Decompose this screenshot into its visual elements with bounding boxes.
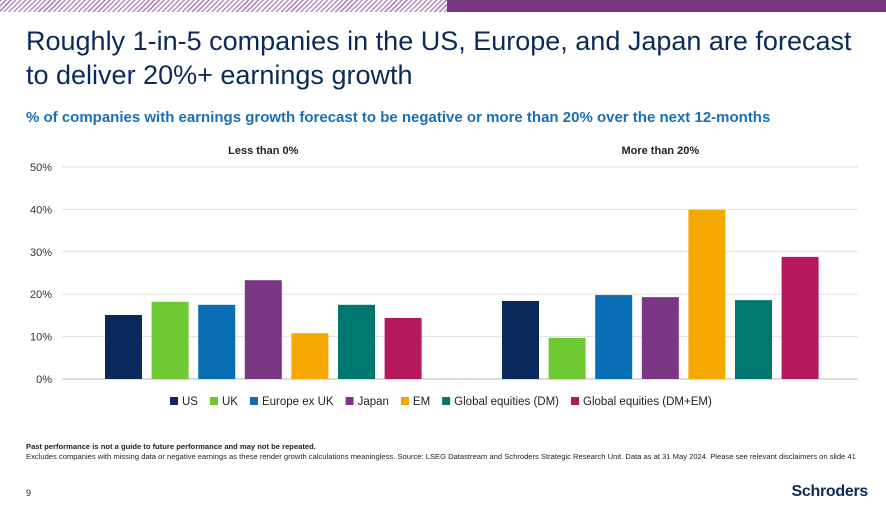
bar-japan — [244, 280, 282, 379]
bar-global-equities-dm-em- — [781, 256, 819, 379]
legend-swatch — [249, 397, 258, 405]
legend-label: Global equities (DM+EM) — [583, 396, 712, 408]
bar-us — [502, 300, 539, 379]
footer-note: Past performance is not a guide to futur… — [26, 442, 866, 462]
legend-swatch — [345, 397, 354, 405]
bar-japan — [641, 297, 679, 379]
header-purple-stripe — [447, 0, 886, 12]
bar-global-equities-dm-em- — [384, 317, 422, 379]
category-label: More than 20% — [621, 145, 699, 157]
bar-us — [105, 314, 142, 379]
y-tick-label: 0% — [36, 374, 52, 386]
y-tick-label: 20% — [30, 289, 52, 301]
source-note: Excludes companies with missing data or … — [26, 452, 856, 461]
bar-chart: 0% 10% 20% 30% 40% 50% Less than 0% More than 2… — [30, 145, 858, 408]
slide-title: Roughly 1-in-5 companies in the US, Euro… — [26, 26, 852, 90]
category-label: Less than 0% — [228, 145, 299, 157]
y-tick-label: 10% — [30, 332, 52, 344]
schroders-logo: Schroders — [791, 483, 869, 500]
disclaimer: Past performance is not a guide to futur… — [26, 442, 316, 451]
legend-label: UK — [222, 396, 238, 408]
bar-uk — [548, 337, 586, 379]
bar-em — [688, 209, 726, 379]
page-number: 9 — [26, 488, 32, 498]
bar-em — [291, 333, 329, 379]
legend-swatch — [571, 397, 579, 405]
legend-swatch — [400, 397, 409, 405]
legend-label: Japan — [358, 396, 389, 408]
bar-europe-ex-uk — [198, 304, 236, 379]
bar-global-equities-dm- — [338, 304, 375, 379]
bar-global-equities-dm- — [735, 300, 772, 379]
legend-swatch — [170, 397, 178, 405]
bar-europe-ex-uk — [595, 295, 633, 379]
legend-swatch — [442, 397, 451, 405]
bar-uk — [151, 301, 189, 379]
legend-swatch — [209, 397, 218, 405]
y-tick-label: 50% — [30, 162, 52, 174]
legend-label: Global equities (DM) — [454, 396, 559, 408]
legend-label: Europe ex UK — [262, 396, 334, 408]
legend-label: US — [182, 396, 198, 408]
chart-subtitle: % of companies with earnings growth fore… — [26, 109, 771, 126]
y-tick-label: 40% — [30, 204, 52, 216]
header-hatch-stripe — [0, 0, 447, 12]
y-tick-label: 30% — [30, 247, 52, 259]
legend-label: EM — [413, 396, 430, 408]
